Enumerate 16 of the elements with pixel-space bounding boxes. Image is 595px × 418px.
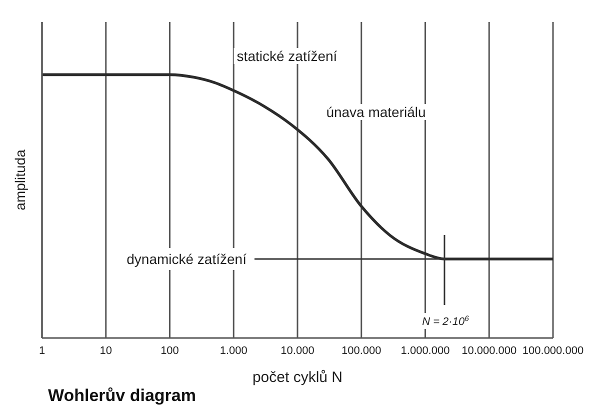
annotation: N = 2·10$^{6}$ xyxy=(422,314,470,328)
x-tick-label: 1 xyxy=(38,344,46,357)
x-tick-label: 1.000 xyxy=(220,344,248,357)
x-tick-label: 10.000 xyxy=(280,344,314,357)
x-tick-label: 10.000.000 xyxy=(462,344,517,357)
x-tick-label: 100 xyxy=(160,344,179,357)
x-tick-label: 1.000.000 xyxy=(400,344,450,357)
x-tick-label: 10 xyxy=(100,344,112,357)
x-axis-title: počet cyklů N xyxy=(252,369,343,386)
y-axis-title: amplituda xyxy=(12,149,28,210)
text: Wohlerův diagram xyxy=(48,386,196,406)
x-tick-label: 100.000 xyxy=(341,344,382,357)
annotation: únava materiálu xyxy=(323,104,429,120)
x-tick-label: 100.000.000 xyxy=(522,344,584,357)
annotation: dynamické zatížení xyxy=(126,251,247,267)
text: statické zatížení xyxy=(234,48,340,64)
